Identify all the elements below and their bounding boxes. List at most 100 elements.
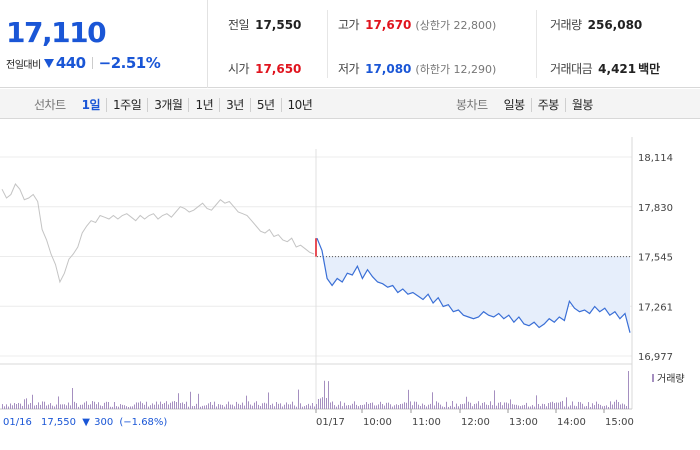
volume-bar xyxy=(576,406,577,409)
volume-bar xyxy=(446,401,447,409)
divider xyxy=(91,57,93,69)
volume-bar xyxy=(330,402,331,409)
volume-bar xyxy=(30,402,31,409)
x-tick-label: 15:00 xyxy=(605,417,634,428)
volume-bar xyxy=(402,403,403,409)
volume-bar xyxy=(280,403,281,409)
volume-bar xyxy=(298,389,299,409)
prev-close-value: 17,550 xyxy=(255,18,302,32)
volume-bar xyxy=(460,404,461,409)
volume-bar xyxy=(578,401,579,409)
volume-bar xyxy=(300,403,301,409)
volume-bar xyxy=(440,404,441,409)
volume-bar xyxy=(42,401,43,409)
volume-bar xyxy=(200,406,201,409)
volume-bar xyxy=(304,406,305,409)
low-value: 17,080 xyxy=(365,62,412,76)
volume-bar xyxy=(260,406,261,409)
volume-bar xyxy=(618,402,619,409)
volume-bar xyxy=(490,401,491,409)
volume-bar xyxy=(560,401,561,409)
volume-bar xyxy=(12,405,13,409)
volume-bar xyxy=(216,406,217,409)
volume-bar xyxy=(344,402,345,409)
tab-3month[interactable]: 3개월 xyxy=(148,97,190,112)
volume-bar xyxy=(124,405,125,409)
volume-bar xyxy=(176,402,177,409)
volume-bar xyxy=(552,401,553,409)
volume-bar xyxy=(438,402,439,409)
volume-bar xyxy=(614,401,615,409)
volume-bar xyxy=(190,391,191,409)
tab-1year[interactable]: 1년 xyxy=(189,97,221,112)
volume-bar xyxy=(306,405,307,409)
volume-bar xyxy=(20,403,21,409)
tab-weekly-candle[interactable]: 주봉 xyxy=(532,97,566,112)
tab-10year[interactable]: 10년 xyxy=(287,97,313,112)
tab-5year[interactable]: 5년 xyxy=(251,97,282,112)
volume-bar xyxy=(60,404,61,409)
volume-bar xyxy=(422,403,423,409)
volume-bar xyxy=(362,405,363,409)
volume-bar xyxy=(478,401,479,409)
volume-bar xyxy=(492,405,493,409)
high-value: 17,670 xyxy=(365,18,412,32)
volume-bar xyxy=(178,393,179,409)
volume-bar xyxy=(148,406,149,409)
volume-bar xyxy=(516,404,517,409)
volume-bar xyxy=(324,380,325,409)
volume-bar xyxy=(82,404,83,409)
volume-bar xyxy=(284,404,285,409)
volume-bar xyxy=(554,403,555,409)
volume-bar xyxy=(322,397,323,409)
tab-3year[interactable]: 3년 xyxy=(220,97,251,112)
volume-bar xyxy=(164,402,165,409)
volume-bar xyxy=(610,401,611,409)
upper-limit: (상한가 22,800) xyxy=(415,19,497,32)
tab-daily-candle[interactable]: 일봉 xyxy=(498,97,532,112)
volume-bar xyxy=(496,405,497,409)
volume-bar xyxy=(52,405,53,409)
tab-monthly-candle[interactable]: 월봉 xyxy=(571,97,594,112)
stat-label: 거래대금 xyxy=(550,62,593,76)
volume-bar xyxy=(214,401,215,409)
volume-bar xyxy=(48,404,49,409)
y-tick-label: 16,977 xyxy=(638,352,673,363)
chart-series xyxy=(1,183,631,333)
volume-bar xyxy=(420,405,421,409)
line-chart-tabs: 선차트 1일 1주일 3개월 1년 3년 5년 10년 xyxy=(34,96,318,113)
tab-1day[interactable]: 1일 xyxy=(76,97,108,112)
volume-bar xyxy=(110,406,111,409)
volume-bar xyxy=(232,404,233,409)
price-summary: 17,110 전일대비 440 −2.51% 전일 17,550 고가 17,6… xyxy=(0,0,700,88)
volume-bar xyxy=(340,401,341,409)
volume-bar xyxy=(120,404,121,409)
volume-bar xyxy=(530,406,531,409)
volume-bar xyxy=(104,402,105,409)
volume-bar xyxy=(382,404,383,409)
volume-bar xyxy=(348,405,349,409)
volume-bar xyxy=(116,406,117,409)
volume-bar xyxy=(254,402,255,409)
volume-bar xyxy=(498,402,499,409)
volume-bar xyxy=(518,405,519,409)
candle-chart-tabs: 봉차트 일봉 주봉 월봉 xyxy=(456,96,599,113)
volume-bar xyxy=(390,404,391,409)
volume-bar xyxy=(596,401,597,409)
volume-bar xyxy=(444,406,445,409)
stat-label: 전일 xyxy=(228,18,250,32)
y-tick-label: 17,261 xyxy=(638,302,673,313)
volume-bar xyxy=(624,404,625,409)
volume-bar xyxy=(22,405,23,409)
volume-bar xyxy=(392,406,393,409)
volume-bar xyxy=(568,406,569,409)
stat-label: 저가 xyxy=(338,62,360,76)
tab-1week[interactable]: 1주일 xyxy=(107,97,149,112)
volume-bar xyxy=(562,400,563,409)
volume-bar xyxy=(2,404,3,409)
volume-bar xyxy=(204,405,205,409)
volume-bar xyxy=(130,406,131,409)
volume-bar xyxy=(32,394,33,409)
change-row: 전일대비 440 −2.51% xyxy=(6,54,161,72)
volume-bar xyxy=(314,406,315,409)
